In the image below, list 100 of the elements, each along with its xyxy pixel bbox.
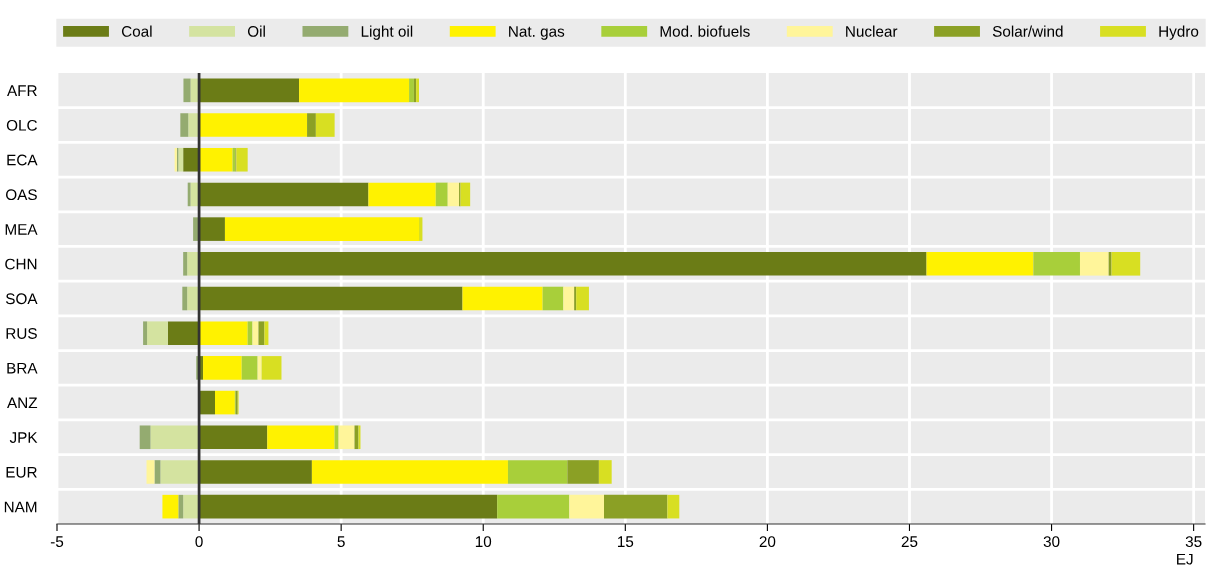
legend-label: Solar/wind	[992, 25, 1063, 37]
bar	[139, 425, 151, 450]
bar	[267, 425, 335, 450]
bar	[419, 217, 423, 241]
bar	[307, 113, 316, 137]
bar	[143, 321, 148, 345]
bar	[264, 321, 269, 345]
bar	[187, 252, 200, 276]
bar	[598, 460, 612, 484]
bar	[604, 494, 668, 519]
x-tick-label: 35	[1185, 536, 1202, 548]
bar	[199, 182, 369, 207]
bar	[178, 147, 184, 172]
bar	[180, 113, 189, 137]
legend-label: Nuclear	[846, 25, 898, 37]
legend-label: Oil	[247, 25, 265, 37]
bar	[178, 494, 184, 519]
bar	[563, 286, 575, 311]
bar	[542, 286, 564, 311]
bar	[409, 78, 414, 103]
bar	[507, 460, 568, 484]
bar	[182, 286, 188, 311]
y-tick-label: OAS	[6, 189, 37, 201]
bar	[183, 78, 191, 103]
bar	[147, 321, 168, 345]
bar	[203, 356, 242, 380]
bar	[150, 425, 200, 450]
bar	[567, 460, 599, 484]
bar	[162, 494, 179, 519]
bar	[154, 460, 161, 484]
bar	[315, 113, 335, 137]
bar	[368, 182, 436, 207]
bar	[241, 356, 258, 380]
bar	[199, 494, 498, 519]
y-tick-label: MEA	[5, 224, 38, 235]
bar	[199, 252, 927, 276]
bar	[183, 494, 200, 519]
bar	[497, 494, 570, 519]
x-tick-label: 15	[617, 536, 634, 548]
bar	[576, 286, 589, 311]
bar	[257, 356, 262, 380]
bar	[1108, 252, 1112, 276]
legend-label: Light oil	[361, 25, 413, 40]
bar	[214, 390, 235, 415]
bar	[460, 182, 471, 207]
bar	[199, 321, 248, 345]
bar	[1079, 252, 1109, 276]
bar	[338, 425, 355, 450]
y-tick-label: NAM	[4, 501, 37, 513]
bar	[261, 356, 282, 380]
bar	[183, 147, 200, 172]
x-tick-label: 5	[337, 536, 345, 548]
bar	[667, 494, 680, 519]
x-tick-label: 10	[475, 536, 492, 548]
bar	[462, 286, 543, 311]
bar	[199, 147, 233, 172]
bar	[334, 425, 339, 450]
bar	[199, 217, 225, 241]
bar	[199, 425, 268, 450]
bar	[167, 321, 200, 345]
bar	[187, 286, 200, 311]
bar	[1033, 252, 1080, 276]
x-tick-label: -5	[50, 536, 64, 548]
bar	[435, 182, 448, 207]
legend-label: Coal	[121, 25, 152, 37]
bar	[247, 321, 253, 345]
bar	[299, 78, 410, 103]
x-tick-label: 20	[759, 536, 776, 548]
legend-label: Hydro	[1159, 25, 1199, 40]
y-tick-label: AFR	[7, 85, 37, 96]
bar	[183, 252, 188, 276]
bar	[199, 78, 300, 103]
x-tick-label: 25	[901, 536, 918, 548]
bar	[569, 494, 604, 519]
y-tick-label: RUS	[6, 328, 37, 339]
y-tick-label: JPK	[9, 432, 38, 443]
bar	[199, 113, 308, 137]
bar	[199, 390, 215, 415]
bar	[1111, 252, 1141, 276]
bar	[187, 182, 191, 207]
y-tick-label: SOA	[5, 293, 38, 305]
bar	[188, 113, 200, 137]
y-tick-label: OLC	[6, 119, 37, 131]
y-tick-label: ECA	[7, 154, 38, 166]
bar	[160, 460, 200, 484]
x-tick-label: 0	[195, 536, 203, 548]
y-tick-label: ANZ	[7, 397, 38, 409]
y-tick-label: EUR	[6, 466, 37, 478]
bar	[447, 182, 460, 207]
y-tick-label: CHN	[5, 258, 37, 270]
bar	[224, 217, 420, 241]
y-tick-label: BRA	[7, 362, 38, 374]
bar	[199, 460, 312, 484]
bar	[258, 321, 265, 345]
bar	[311, 460, 508, 484]
bar	[926, 252, 1034, 276]
x-tick-label: 30	[1043, 536, 1060, 548]
bar	[236, 147, 248, 172]
bar	[199, 286, 463, 311]
legend-label: Mod. biofuels	[660, 25, 750, 37]
